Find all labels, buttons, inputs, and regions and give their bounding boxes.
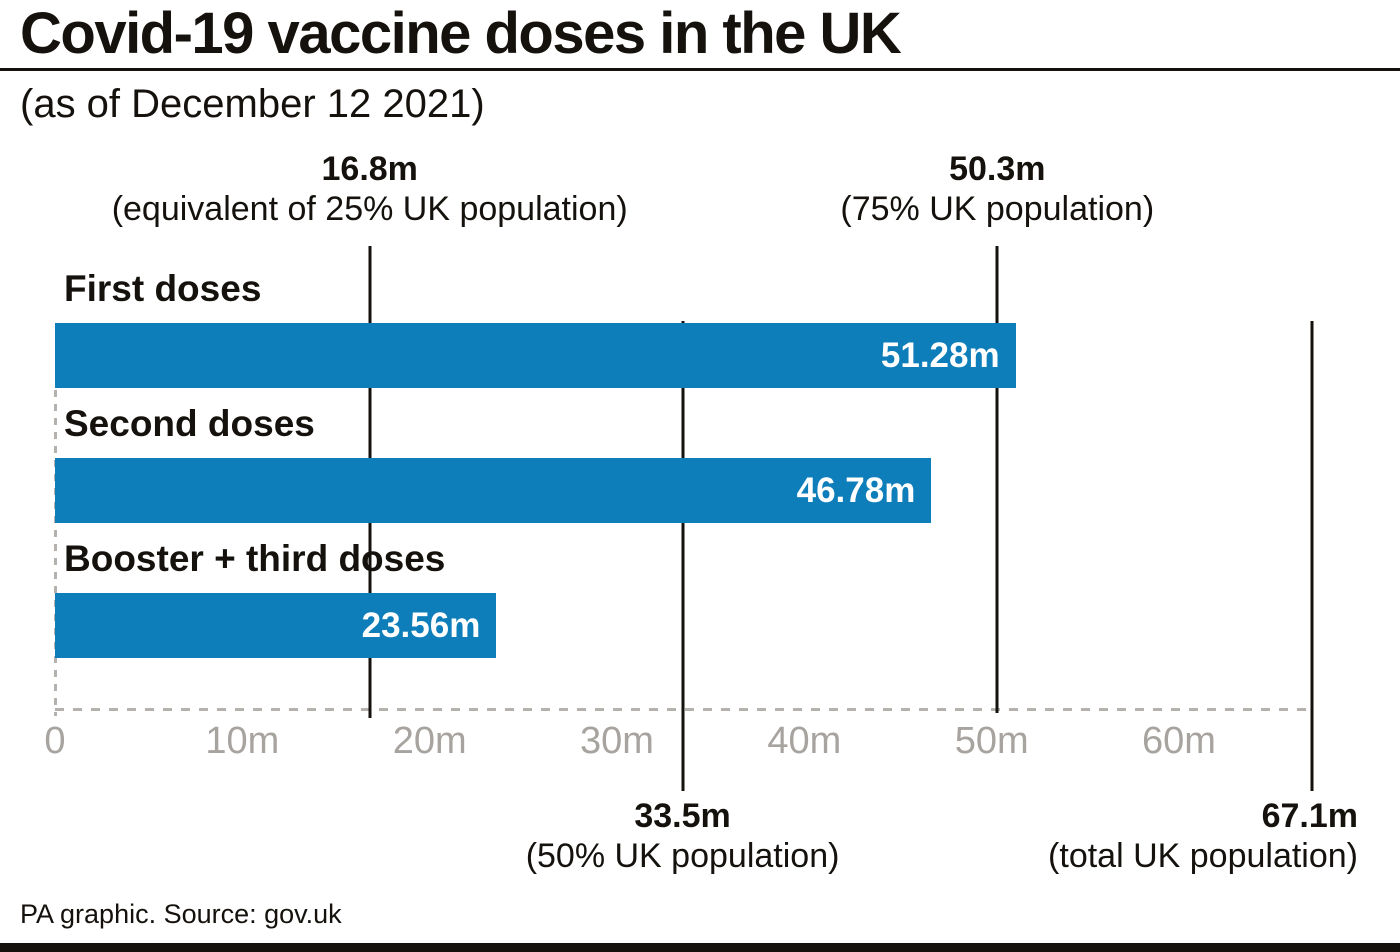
x-tick-0: 0 bbox=[44, 720, 66, 762]
annotation-total-note: (total UK population) bbox=[1048, 837, 1358, 875]
bar-second-doses: 46.78m bbox=[55, 458, 932, 523]
annotation-50pct-value: 33.5m bbox=[634, 797, 731, 835]
bottom-bar bbox=[0, 943, 1400, 952]
annotation-75pct-note: (75% UK population) bbox=[840, 190, 1155, 228]
title-divider bbox=[0, 68, 1400, 71]
x-tick-30m: 30m bbox=[580, 720, 654, 762]
x-tick-40m: 40m bbox=[767, 720, 842, 762]
reference-line-67-1m bbox=[1310, 321, 1314, 791]
bar-value-booster-third-doses: 23.56m bbox=[361, 606, 481, 645]
zero-axis-dashed-line bbox=[54, 390, 57, 716]
x-tick-50m: 50m bbox=[954, 720, 1029, 762]
reference-line-50-3m bbox=[995, 246, 999, 713]
annotation-total-population: 67.1m (total UK population) bbox=[1048, 796, 1358, 875]
bar-first-doses: 51.28m bbox=[55, 323, 1016, 388]
annotation-25pct-value: 16.8m bbox=[321, 150, 418, 188]
annotation-50pct-note: (50% UK population) bbox=[525, 837, 840, 875]
annotation-total-value: 67.1m bbox=[1261, 797, 1358, 835]
reference-line-33-5m bbox=[681, 321, 685, 791]
x-tick-20m: 20m bbox=[392, 720, 467, 762]
bar-label-booster-third-doses: Booster + third doses bbox=[64, 538, 446, 579]
chart-subtitle: (as of December 12 2021) bbox=[20, 82, 485, 126]
annotation-25pct-population: 16.8m (equivalent of 25% UK population) bbox=[112, 149, 628, 228]
chart-title: Covid-19 vaccine doses in the UK bbox=[20, 1, 902, 66]
bar-value-first-doses: 51.28m bbox=[880, 336, 1000, 375]
source-credit: PA graphic. Source: gov.uk bbox=[20, 899, 342, 929]
bar-booster-third-doses: 23.56m bbox=[55, 593, 497, 658]
bar-label-second-doses: Second doses bbox=[64, 403, 315, 444]
bar-value-second-doses: 46.78m bbox=[796, 471, 916, 510]
annotation-75pct-value: 50.3m bbox=[949, 150, 1046, 188]
annotation-75pct-population: 50.3m (75% UK population) bbox=[840, 149, 1154, 228]
x-tick-10m: 10m bbox=[205, 720, 280, 762]
annotation-50pct-population: 33.5m (50% UK population) bbox=[526, 796, 840, 875]
bar-label-first-doses: First doses bbox=[64, 268, 262, 309]
x-tick-60m: 60m bbox=[1142, 720, 1216, 762]
annotation-25pct-note: (equivalent of 25% UK population) bbox=[111, 190, 628, 228]
